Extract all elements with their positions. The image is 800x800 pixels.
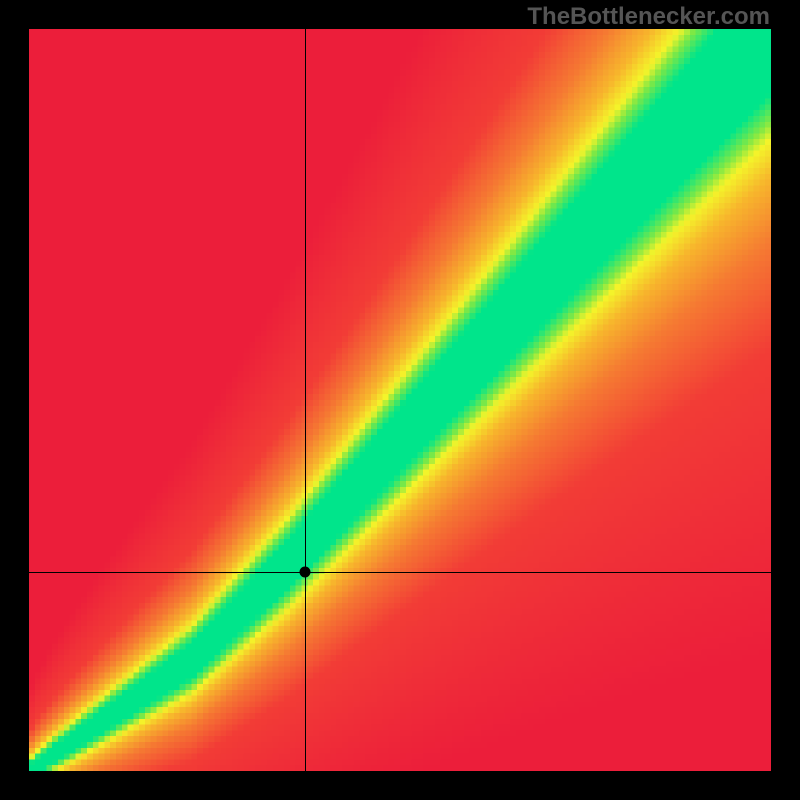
crosshair-vertical-line (305, 29, 306, 771)
bottleneck-heatmap (29, 29, 771, 771)
crosshair-horizontal-line (29, 572, 771, 573)
watermark-text: TheBottlenecker.com (527, 3, 770, 31)
crosshair-marker-dot (300, 567, 311, 578)
